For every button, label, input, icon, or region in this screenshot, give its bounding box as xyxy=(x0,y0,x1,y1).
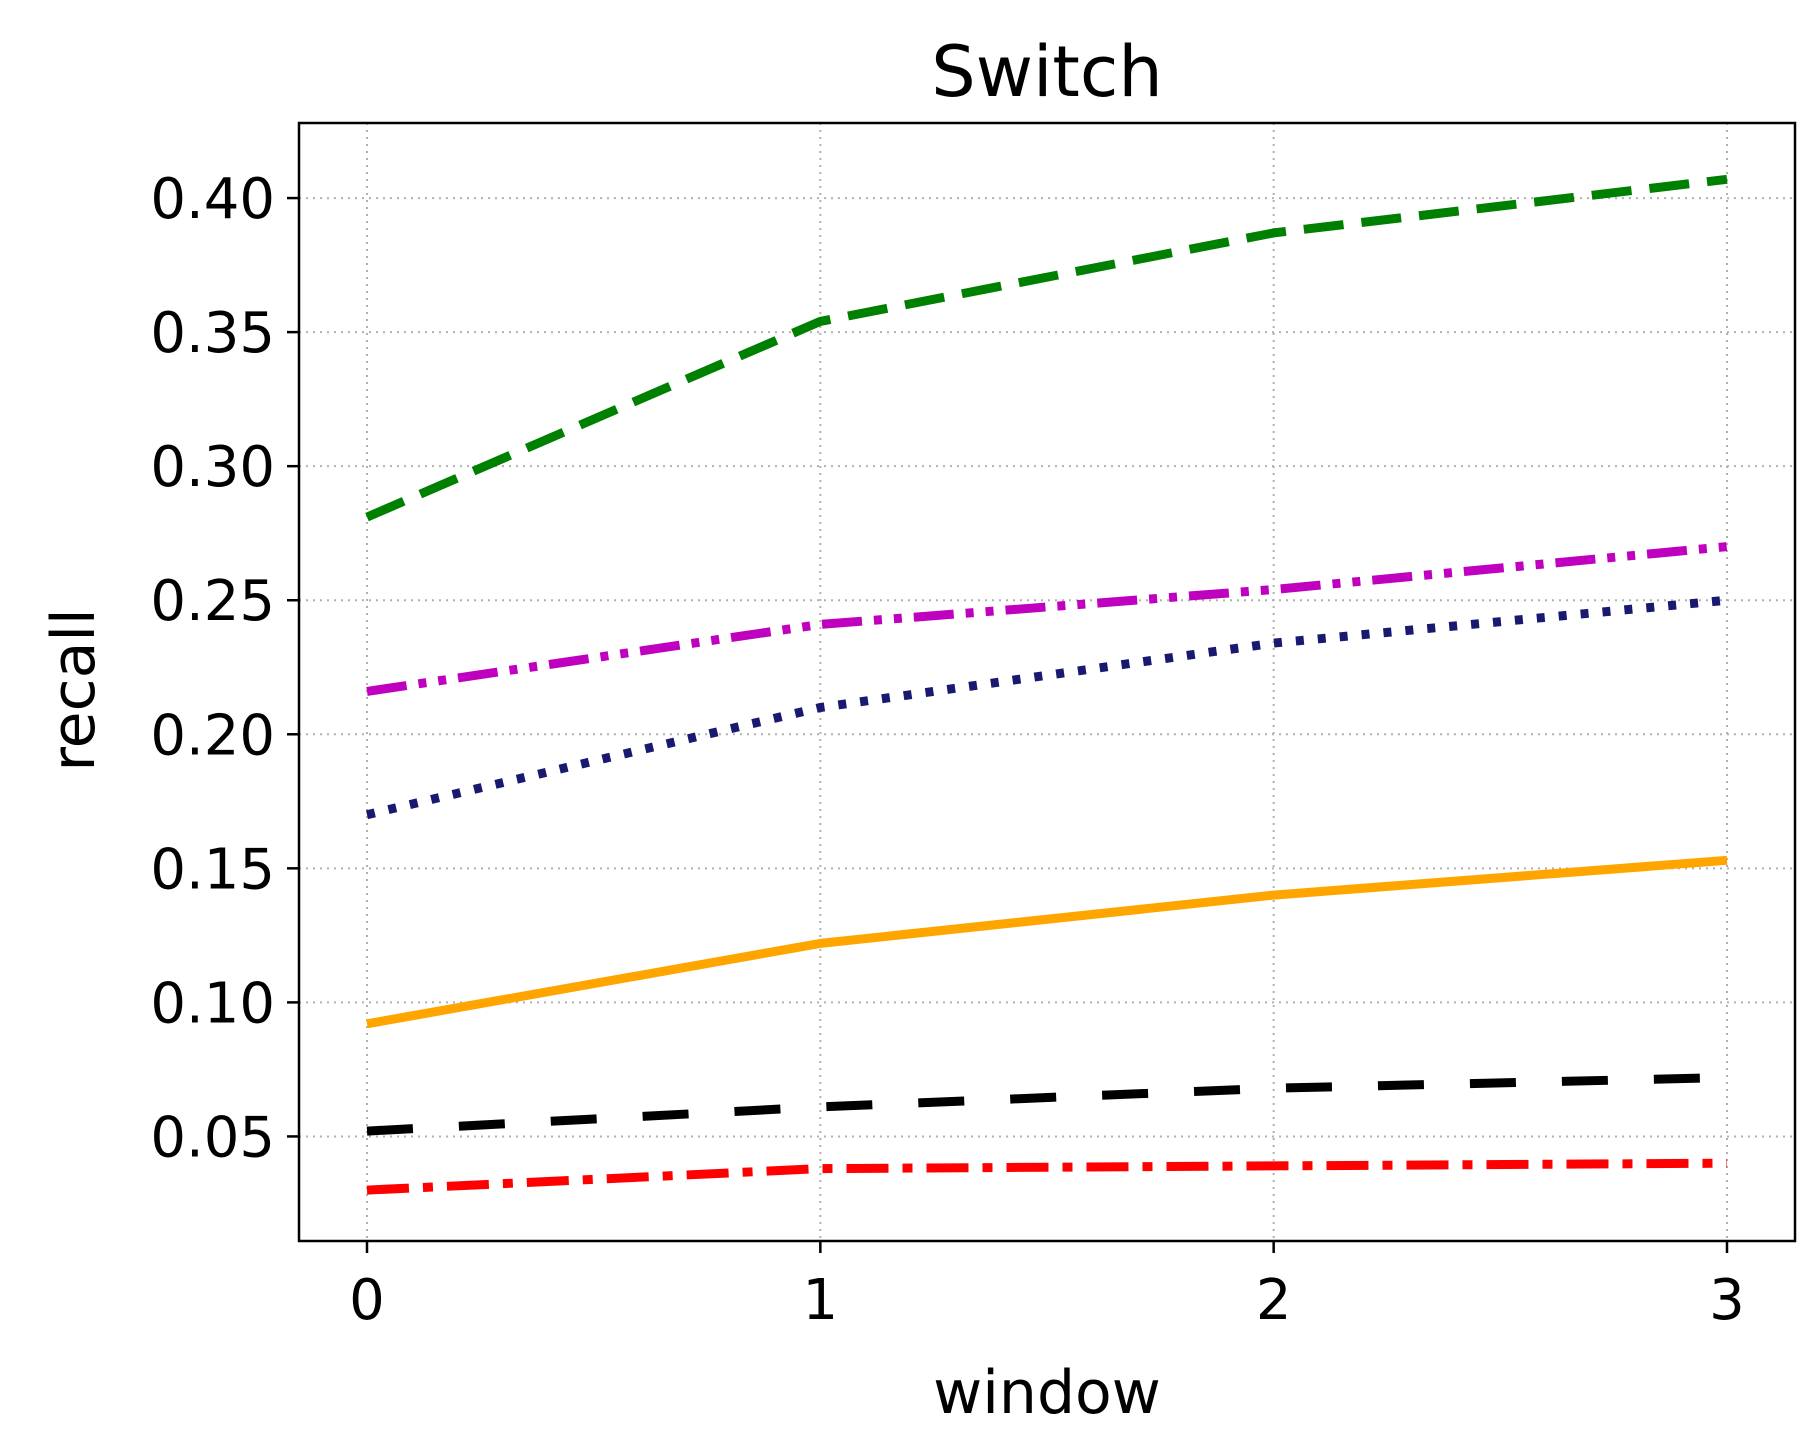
x-tick-label-1: 1 xyxy=(803,1268,839,1333)
chart-title: Switch xyxy=(931,31,1162,113)
y-tick-label-0.05: 0.05 xyxy=(150,1105,275,1170)
x-axis-label: window xyxy=(933,1358,1161,1428)
series-line-4 xyxy=(367,860,1727,1024)
y-tick-label-0.20: 0.20 xyxy=(150,703,275,768)
series-line-2 xyxy=(367,547,1727,692)
x-tick-label-0: 0 xyxy=(349,1268,385,1333)
y-axis-label: recall xyxy=(39,608,109,771)
series-line-3 xyxy=(367,600,1727,815)
x-tick-label-2: 2 xyxy=(1256,1268,1292,1333)
y-tick-label-0.35: 0.35 xyxy=(150,301,275,366)
y-tick-label-0.10: 0.10 xyxy=(150,971,275,1036)
series-line-6 xyxy=(367,1163,1727,1190)
y-tick-label-0.25: 0.25 xyxy=(150,569,275,634)
y-tick-label-0.15: 0.15 xyxy=(150,837,275,902)
plot-frame xyxy=(299,123,1795,1241)
y-tick-label-0.40: 0.40 xyxy=(150,167,275,232)
series-line-5 xyxy=(367,1078,1727,1132)
y-tick-label-0.30: 0.30 xyxy=(150,435,275,500)
x-tick-label-3: 3 xyxy=(1709,1268,1745,1333)
series-line-1 xyxy=(367,179,1727,517)
